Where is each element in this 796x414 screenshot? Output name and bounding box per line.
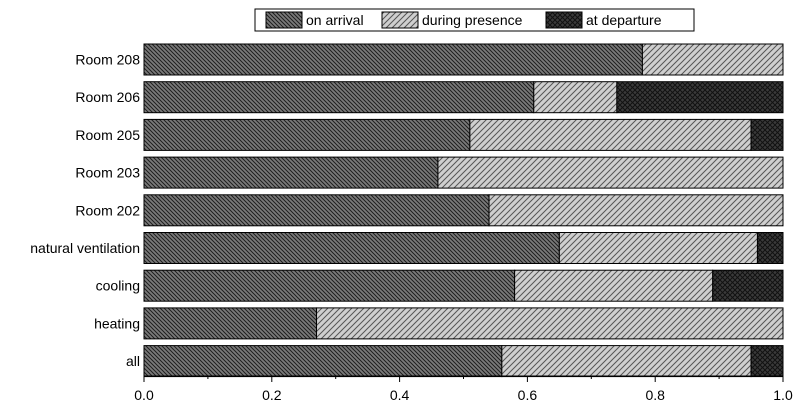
bar-room-206-at-departure xyxy=(616,81,784,114)
bar-room-205-on-arrival xyxy=(143,118,471,151)
category-label-cooling: cooling xyxy=(96,278,140,294)
bar-all-during-presence xyxy=(501,345,752,378)
category-labels: Room 208 Room 206 Room 205 Room 203 Room 202… xyxy=(30,52,140,370)
bar-cooling-at-departure xyxy=(712,269,784,302)
legend-label-during-presence: during presence xyxy=(422,12,523,28)
category-label-room-205: Room 205 xyxy=(75,127,140,143)
x-tick-label: 0.4 xyxy=(390,387,410,403)
bar-room-205-at-departure xyxy=(750,118,784,151)
bar-room-205-during-presence xyxy=(469,118,752,151)
bar-cooling-on-arrival xyxy=(143,269,516,302)
bar-room-208-on-arrival xyxy=(143,43,643,76)
bar-natural-ventilation-on-arrival xyxy=(143,232,560,264)
bar-all-on-arrival xyxy=(143,345,503,378)
x-tick-label: 0.0 xyxy=(134,387,154,403)
bar-all-at-departure xyxy=(750,345,784,378)
category-label-room-202: Room 202 xyxy=(75,202,140,218)
bar-cooling-during-presence xyxy=(514,269,714,302)
bar-heating-on-arrival xyxy=(143,307,318,340)
x-tick-label: 1.0 xyxy=(773,387,793,403)
bar-natural-ventilation-at-departure xyxy=(756,232,784,264)
category-label-room-208: Room 208 xyxy=(75,52,140,68)
bar-room-206-on-arrival xyxy=(143,81,535,114)
bar-heating-during-presence xyxy=(316,307,784,340)
bar-room-202-during-presence xyxy=(488,194,784,227)
legend-label-at-departure: at departure xyxy=(586,12,662,28)
legend-frame xyxy=(254,8,695,32)
legend-swatch-at-departure xyxy=(545,11,583,29)
legend: on arrival during presence at departure xyxy=(254,8,695,32)
bar-room-208-during-presence xyxy=(641,43,784,76)
x-tick-label: 0.8 xyxy=(645,387,665,403)
x-tick-label: 0.6 xyxy=(518,387,538,403)
bar-room-203-on-arrival xyxy=(143,156,439,189)
category-label-all: all xyxy=(126,353,140,369)
bar-room-202-on-arrival xyxy=(143,194,490,227)
category-label-room-206: Room 206 xyxy=(75,89,140,105)
category-label-room-203: Room 203 xyxy=(75,165,140,181)
legend-label-on-arrival: on arrival xyxy=(306,12,364,28)
bar-room-206-during-presence xyxy=(533,81,618,114)
legend-swatch-on-arrival xyxy=(265,11,303,29)
category-label-natural-ventilation: natural ventilation xyxy=(30,240,140,256)
category-label-heating: heating xyxy=(94,315,140,331)
bar-room-203-during-presence xyxy=(437,156,784,189)
bar-natural-ventilation-during-presence xyxy=(558,232,758,264)
x-tick-label: 0.2 xyxy=(262,387,282,403)
x-axis: 0.0 0.2 0.4 0.6 0.8 1.0 xyxy=(134,375,793,403)
legend-swatch-during-presence xyxy=(381,11,419,29)
bars-group xyxy=(143,43,784,378)
